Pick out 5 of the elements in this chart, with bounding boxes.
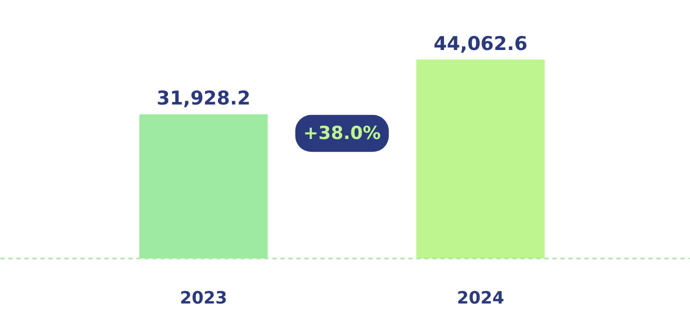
x-tick-label: 2024 <box>456 288 504 308</box>
data-label: 44,062.6 <box>434 33 528 56</box>
data-label: 31,928.2 <box>156 88 250 110</box>
annotation: +38.0% <box>303 122 381 144</box>
x-tick-label: 2023 <box>180 288 228 308</box>
